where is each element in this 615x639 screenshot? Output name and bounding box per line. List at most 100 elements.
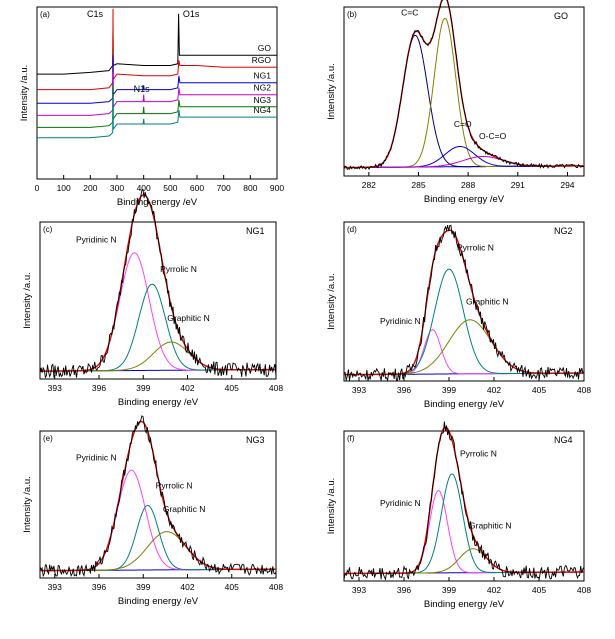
series-line-rgo bbox=[37, 8, 277, 91]
peak-label: Graphitic N bbox=[466, 297, 509, 307]
series-line-ng4 bbox=[37, 96, 277, 139]
x-tick-label: 393 bbox=[48, 383, 62, 393]
x-tick-label: 396 bbox=[397, 385, 411, 395]
peak-label: Pyrrolic N bbox=[160, 264, 197, 274]
raw-data-line bbox=[39, 415, 277, 578]
panel-f: 393 396 399 402 405 408 Binding energy /eV Inte… bbox=[326, 421, 591, 610]
y-axis-label: Intensity /a.u. bbox=[326, 273, 337, 330]
x-tick-label: 900 bbox=[270, 183, 284, 193]
panel-b: 282 285 288 291 294 Binding energy /eV Intensi… bbox=[326, 0, 585, 205]
fitted-envelope bbox=[40, 420, 276, 572]
peak-label: Pyridinic N bbox=[380, 316, 421, 326]
x-tick-label: 393 bbox=[352, 385, 366, 395]
plot-frame bbox=[343, 221, 585, 382]
peak-label: Graphitic N bbox=[469, 521, 512, 531]
peak-label: Graphitic N bbox=[167, 313, 210, 323]
x-tick-label: 300 bbox=[110, 183, 124, 193]
component-peak-0 bbox=[40, 252, 276, 372]
panel-title: NG1 bbox=[246, 226, 265, 236]
panel-letter: (e) bbox=[43, 434, 53, 443]
panel-title: NG3 bbox=[246, 435, 265, 445]
panel-title: NG4 bbox=[554, 435, 573, 445]
component-peak-2 bbox=[40, 531, 276, 572]
peak-label: Graphitic N bbox=[163, 504, 206, 514]
x-tick-label: 393 bbox=[48, 582, 62, 592]
x-tick-label: 399 bbox=[136, 582, 150, 592]
x-tick-label: 405 bbox=[532, 385, 546, 395]
series-label-ng1: NG1 bbox=[254, 71, 272, 81]
x-tick-label: 399 bbox=[136, 383, 150, 393]
panel-c: 393 396 399 402 405 408 Binding energy /eV Inte… bbox=[22, 188, 283, 408]
peak-annotation-o1s: O1s bbox=[183, 9, 200, 19]
plot-frame bbox=[36, 6, 278, 180]
peak-label: Pyridinic N bbox=[380, 498, 421, 508]
x-tick-label: 0 bbox=[35, 183, 40, 193]
peak-label: O-C=O bbox=[479, 131, 507, 141]
peak-annotation-n1s: N1s bbox=[134, 84, 151, 94]
x-tick-label: 700 bbox=[217, 183, 231, 193]
x-tick-label: 396 bbox=[92, 383, 106, 393]
x-tick-label: 402 bbox=[487, 385, 501, 395]
x-axis-label: Binding energy /eV bbox=[424, 194, 505, 205]
x-tick-label: 402 bbox=[487, 585, 501, 595]
panel-title: GO bbox=[554, 11, 568, 21]
panel-letter: (d) bbox=[347, 225, 357, 234]
series-label-ng4: NG4 bbox=[254, 105, 272, 115]
x-tick-label: 500 bbox=[163, 183, 177, 193]
x-tick-label: 200 bbox=[83, 183, 97, 193]
plot-frame bbox=[343, 430, 585, 582]
plot-frame bbox=[39, 221, 277, 380]
y-axis-label: Intensity /a.u. bbox=[326, 478, 337, 535]
component-peak-2 bbox=[344, 319, 585, 376]
panel-d: 393 396 399 402 405 408 Binding energy /eV Inte… bbox=[326, 221, 591, 410]
x-tick-label: 405 bbox=[532, 585, 546, 595]
x-tick-label: 285 bbox=[411, 180, 425, 190]
fitted-envelope bbox=[344, 0, 584, 169]
series-label-ng2: NG2 bbox=[254, 83, 272, 93]
series-label-go: GO bbox=[258, 43, 272, 53]
x-tick-label: 396 bbox=[92, 582, 106, 592]
series-line-ng1 bbox=[37, 55, 277, 104]
series-line-go bbox=[37, 13, 277, 75]
peak-label: Pyridinic N bbox=[76, 452, 117, 462]
x-tick-label: 288 bbox=[461, 180, 475, 190]
peak-label: C=C bbox=[401, 7, 418, 17]
x-axis-label: Binding energy /eV bbox=[424, 599, 505, 610]
component-peak-1 bbox=[344, 473, 584, 574]
x-tick-label: 408 bbox=[577, 385, 591, 395]
series-label-rgo: RGO bbox=[252, 55, 272, 65]
x-tick-label: 800 bbox=[243, 183, 257, 193]
x-tick-label: 400 bbox=[137, 183, 151, 193]
fitted-envelope bbox=[40, 194, 276, 372]
panel-letter: (c) bbox=[43, 225, 53, 234]
x-tick-label: 393 bbox=[352, 585, 366, 595]
plot-frame bbox=[39, 430, 277, 579]
x-tick-label: 408 bbox=[577, 585, 591, 595]
x-axis-label: Binding energy /eV bbox=[424, 399, 505, 410]
component-peak-1 bbox=[40, 504, 276, 572]
y-axis-label: Intensity /a.u. bbox=[22, 476, 33, 533]
panel-a: 0 100 200 300 400 500 600 700 800 900 Binding ener… bbox=[19, 6, 284, 208]
x-tick-label: 396 bbox=[397, 585, 411, 595]
x-tick-label: 291 bbox=[511, 180, 525, 190]
x-tick-label: 294 bbox=[560, 180, 574, 190]
peak-label: Pyrrolic N bbox=[156, 480, 193, 490]
raw-data-line bbox=[343, 0, 585, 171]
x-axis-label: Binding energy /eV bbox=[118, 397, 199, 408]
x-tick-label: 100 bbox=[57, 183, 71, 193]
y-axis-label: Intensity /a.u. bbox=[19, 65, 30, 122]
y-axis-label: Intensity /a.u. bbox=[22, 272, 33, 329]
panel-letter: (f) bbox=[347, 434, 355, 443]
peak-label: Pyridinic N bbox=[76, 234, 117, 244]
x-tick-label: 399 bbox=[442, 385, 456, 395]
raw-data-line bbox=[39, 188, 277, 379]
x-tick-label: 405 bbox=[225, 383, 239, 393]
panel-letter: (b) bbox=[347, 10, 357, 19]
peak-label: Pyrrolic N bbox=[460, 449, 497, 459]
panel-letter: (a) bbox=[40, 10, 50, 19]
y-axis-label: Intensity /a.u. bbox=[326, 63, 337, 120]
x-tick-label: 405 bbox=[225, 582, 239, 592]
series-label-ng3: NG3 bbox=[254, 95, 272, 105]
series-line-ng2 bbox=[37, 72, 277, 116]
